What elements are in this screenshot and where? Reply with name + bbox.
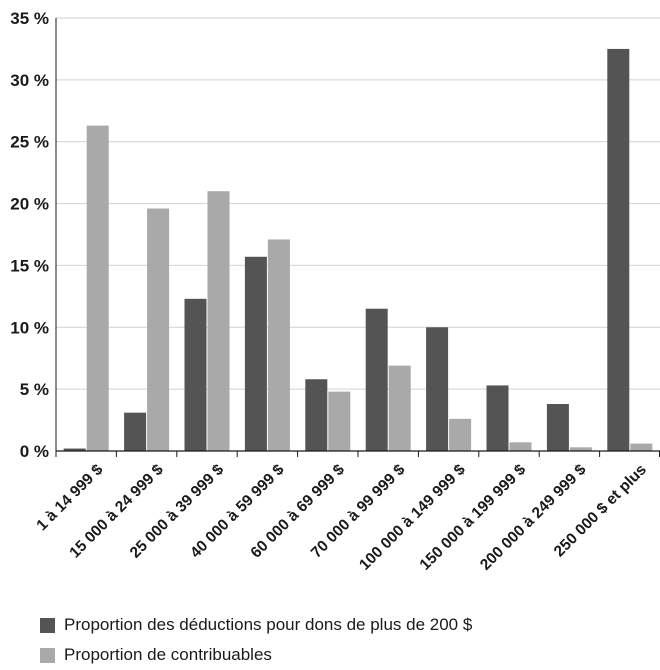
y-tick-label: 25 % <box>10 133 49 152</box>
bar-deductions <box>365 308 388 451</box>
y-tick-label: 10 % <box>10 318 49 337</box>
bar-deductions <box>546 403 569 451</box>
bar-taxpayers <box>328 391 351 451</box>
legend-item-taxpayers: Proportion de contribuables <box>40 640 472 670</box>
legend-label-deductions: Proportion des déductions pour dons de p… <box>64 615 473 634</box>
legend-label-taxpayers: Proportion de contribuables <box>64 645 272 664</box>
axes <box>55 18 660 457</box>
bar-deductions <box>486 385 509 451</box>
bar-taxpayers <box>207 191 230 451</box>
legend-swatch-deductions <box>40 617 55 633</box>
bar-taxpayers <box>388 365 411 451</box>
bar-deductions <box>244 256 267 451</box>
bar-deductions <box>305 379 328 451</box>
bars <box>63 48 653 452</box>
legend-swatch-taxpayers <box>40 647 55 663</box>
x-tick-label: 200 000 à 249 999 $ <box>477 461 590 574</box>
gridlines <box>56 17 660 390</box>
bar-deductions <box>124 412 147 451</box>
bar-taxpayers <box>630 443 653 451</box>
y-tick-label: 15 % <box>10 256 49 275</box>
legend: Proportion des déductions pour dons de p… <box>40 610 472 670</box>
bar-deductions <box>426 327 449 451</box>
x-tick-label: 100 000 à 149 999 $ <box>356 461 469 574</box>
y-tick-label: 20 % <box>10 195 49 214</box>
bar-chart: 0 % 5 % 10 % 15 % 20 % 25 % 30 % 35 % 1 à 14 99… <box>10 9 660 574</box>
bar-taxpayers <box>267 239 290 451</box>
legend-item-deductions: Proportion des déductions pour dons de p… <box>40 610 472 640</box>
y-tick-label: 5 % <box>20 380 49 399</box>
y-tick-label: 30 % <box>10 71 49 90</box>
y-tick-labels: 0 % 5 % 10 % 15 % 20 % 25 % 30 % 35 % <box>10 9 49 461</box>
bar-taxpayers <box>449 418 472 451</box>
bar-deductions <box>607 48 630 452</box>
bar-taxpayers <box>569 447 592 451</box>
y-tick-label: 35 % <box>10 9 49 28</box>
bar-deductions <box>184 298 207 451</box>
x-tick-label: 150 000 à 199 999 $ <box>417 461 530 574</box>
bar-deductions <box>63 448 86 451</box>
x-tick-labels: 1 à 14 999 $15 000 à 24 999 $25 000 à 39… <box>33 461 650 574</box>
bar-taxpayers <box>509 442 532 451</box>
bar-taxpayers <box>86 125 109 451</box>
y-tick-label: 0 % <box>20 442 49 461</box>
bar-taxpayers <box>147 208 170 451</box>
